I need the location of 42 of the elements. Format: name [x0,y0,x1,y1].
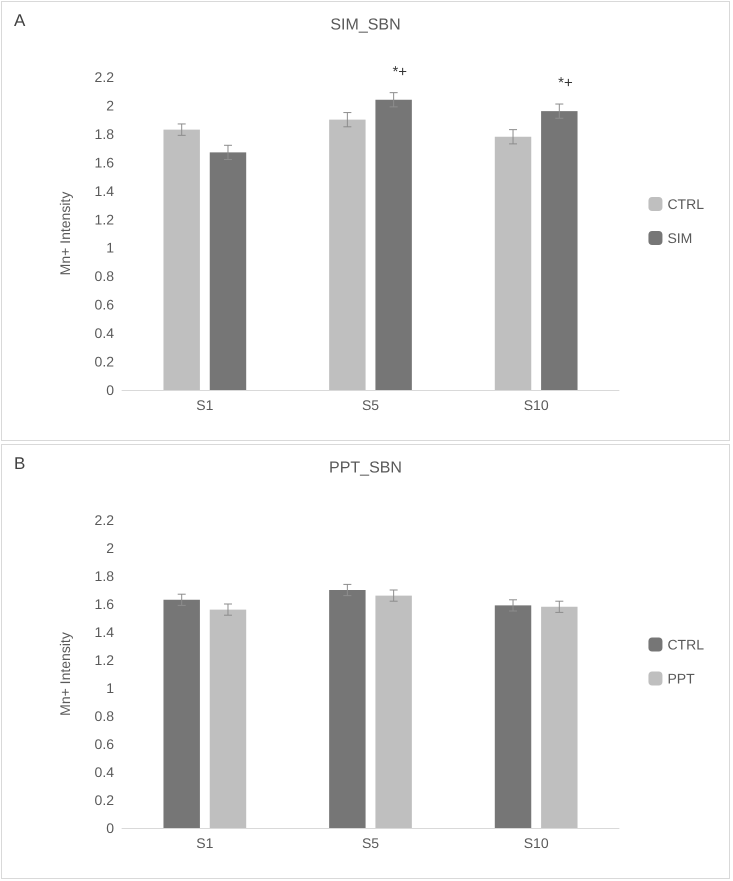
y-tick-label: 1 [106,240,114,256]
y-axis-title: Mn+ Intensity [57,632,73,716]
y-tick-label: 0.8 [94,708,114,724]
y-tick-label: 2.2 [94,512,114,528]
y-tick-label: 1 [106,680,114,696]
chart-title: SIM_SBN [330,16,401,34]
y-tick-label: 0.4 [94,764,114,780]
x-tick-label: S10 [524,397,549,413]
y-tick-label: 2 [106,97,114,114]
y-tick-label: 2 [106,540,114,556]
legend-label: CTRL [667,196,704,212]
y-tick-label: 1.2 [94,211,114,228]
x-tick-label: S5 [362,397,380,413]
x-tick-label: S1 [196,835,214,851]
text: A [14,11,26,30]
y-tick-label: 1.2 [94,652,114,668]
y-axis-title: Mn+ Intensity [57,192,73,276]
annotation: *+ [558,74,573,92]
y-tick-label: 1.8 [94,568,114,584]
y-tick-label: 1.4 [94,624,114,640]
y-tick-label: 0 [106,382,114,398]
x-tick-label: S10 [524,835,549,851]
y-tick-label: 0 [106,820,114,836]
x-tick-label: S1 [196,397,214,413]
y-tick-label: 0.4 [94,325,114,342]
y-tick-label: 0.8 [94,268,114,284]
y-tick-label: 1.8 [94,126,114,142]
text: B [14,454,26,473]
y-tick-label: 1.6 [94,596,114,612]
y-tick-label: 0.2 [94,354,114,370]
y-tick-label: 1.6 [94,154,114,170]
annotation: *+ [392,63,408,80]
x-tick-label: S5 [362,835,380,851]
legend-label: PPT [667,670,696,686]
y-tick-label: 1.4 [94,182,114,199]
y-tick-label: 2.2 [94,69,114,85]
legend-label: CTRL [667,636,704,652]
y-tick-label: 0.6 [94,296,114,313]
y-tick-label: 0.2 [94,792,114,808]
y-tick-label: 0.6 [94,736,114,752]
chart-title: PPT_SBN [329,460,402,476]
legend-label: SIM [667,230,692,246]
